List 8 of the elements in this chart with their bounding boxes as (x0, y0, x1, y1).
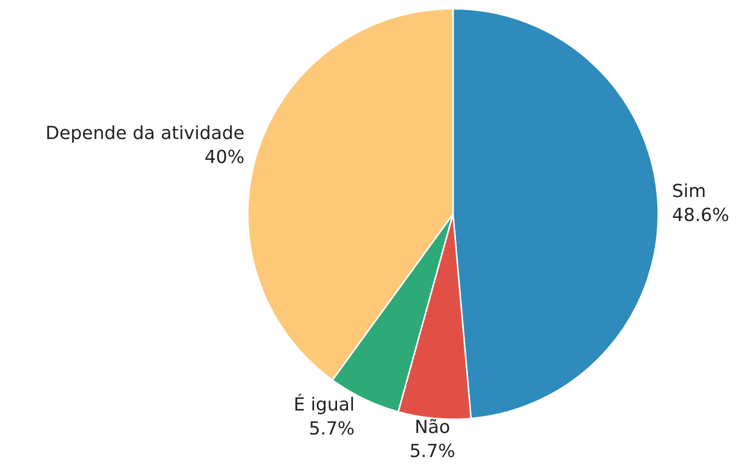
slice-label: Sim (672, 181, 706, 202)
slice-label: Depende da atividade (46, 122, 244, 144)
data-label: 48.6% (672, 205, 730, 226)
data-label: 5.7% (308, 418, 355, 440)
slice-label: Não (414, 416, 450, 438)
data-label: 5.7% (409, 440, 456, 462)
data-label: 40% (204, 146, 244, 168)
slice-label: É igual (294, 394, 355, 416)
